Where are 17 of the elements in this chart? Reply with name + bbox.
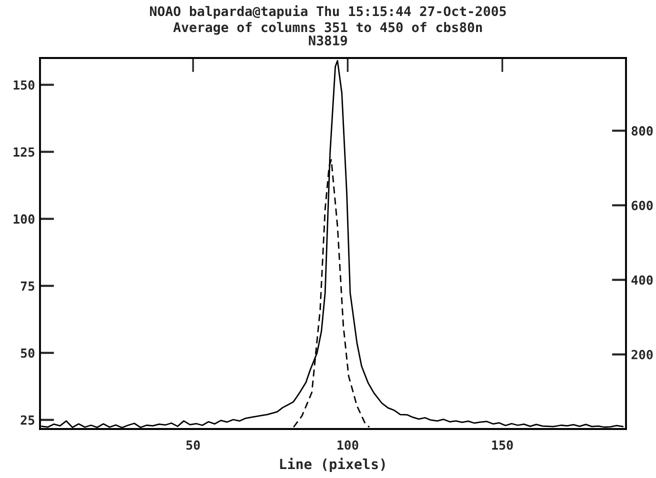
y-tick-label: 150: [14, 80, 34, 90]
y-tick-label: 125: [14, 147, 34, 157]
x-tick-label: 100: [338, 440, 358, 450]
x-tick-label: 150: [492, 440, 513, 450]
x-axis-title: Line (pixels): [280, 458, 385, 472]
y-tick-label: 50: [20, 348, 34, 358]
y-tick-label: 25: [20, 415, 34, 425]
y2-tick-label: 200: [632, 350, 653, 360]
x-tick-label: 50: [186, 440, 200, 450]
chart-title: NOAO balparda@tapuia Thu 15:15:44 27-Oct-2005: [150, 5, 506, 19]
chart-subtitle: Average of columns 351 to 450 of cbs80n N3819: [173, 22, 482, 46]
y2-tick-label: 400: [631, 275, 653, 285]
y2-tick-label: 800: [632, 126, 653, 136]
line-series: [40, 60, 624, 428]
y2-tick-label: 600: [632, 200, 653, 210]
y-tick-label: 75: [20, 281, 34, 291]
y-tick-label: 100: [14, 214, 34, 224]
